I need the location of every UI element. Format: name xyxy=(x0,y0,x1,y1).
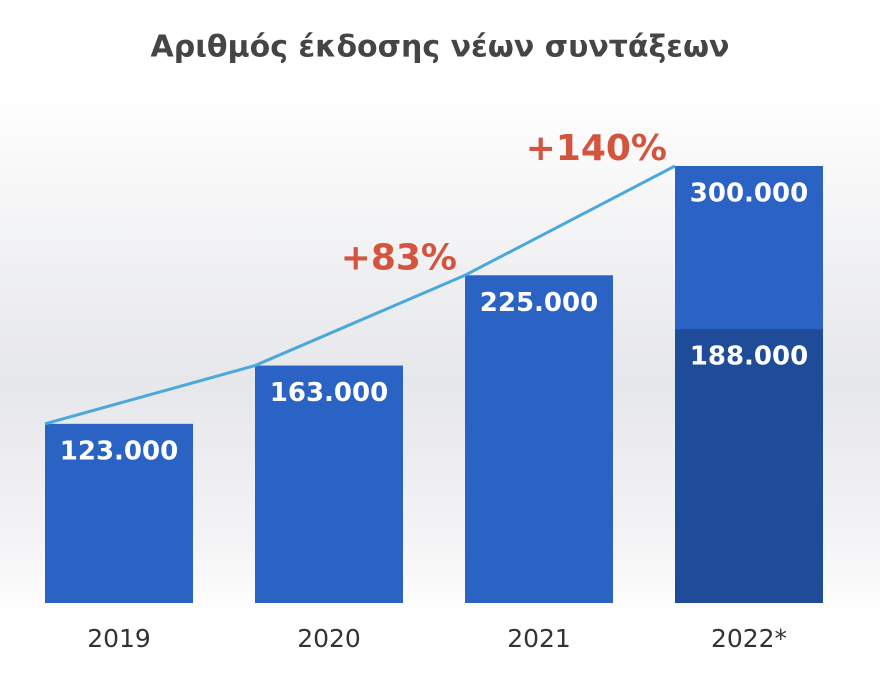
annotation: +140% xyxy=(526,128,667,169)
x-tick-label: 2020 xyxy=(297,624,361,653)
trend-line xyxy=(44,164,676,426)
value-label: 300.000 xyxy=(690,179,808,209)
value-label: 188.000 xyxy=(690,342,808,372)
value-label: 163.000 xyxy=(270,378,388,408)
value-label: 225.000 xyxy=(480,288,598,318)
value-label: 123.000 xyxy=(60,436,178,466)
bar xyxy=(45,423,193,603)
bar xyxy=(675,329,823,603)
bar xyxy=(465,275,613,603)
chart-title: Αριθμός έκδοσης νέων συντάξεων xyxy=(151,30,730,65)
x-tick-label: 2019 xyxy=(87,624,151,653)
x-tick-label: 2021 xyxy=(507,624,571,653)
x-tick-label: 2022* xyxy=(711,624,787,653)
bar xyxy=(255,365,403,603)
annotation: +83% xyxy=(341,237,457,278)
